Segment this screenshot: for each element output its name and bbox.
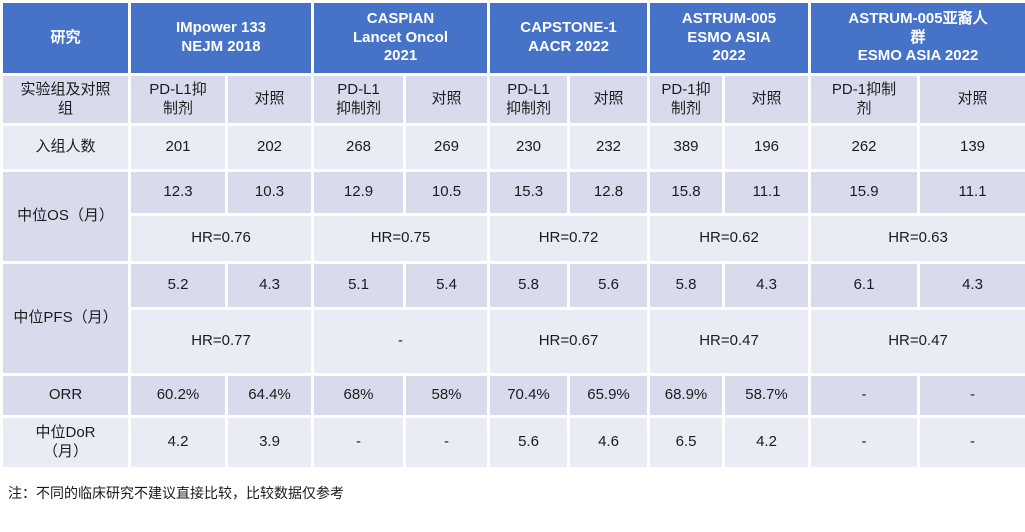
dor-value: - bbox=[808, 415, 921, 470]
arm-cell: PD-L1抑 制剂 bbox=[128, 73, 228, 126]
dor-value: 4.6 bbox=[566, 415, 651, 470]
pfs-hr-value: HR=0.67 bbox=[486, 307, 651, 376]
pfs-value: 5.6 bbox=[566, 261, 651, 310]
control-cell: 对照 bbox=[225, 73, 314, 126]
os-hr-value: HR=0.76 bbox=[128, 213, 314, 264]
dor-value: 6.5 bbox=[647, 415, 726, 470]
os-hr-value: HR=0.72 bbox=[486, 213, 651, 264]
pfs-hr-value: HR=0.47 bbox=[647, 307, 812, 376]
os-hr-value: HR=0.75 bbox=[311, 213, 490, 264]
pfs-value: 5.1 bbox=[311, 261, 406, 310]
os-value: 12.9 bbox=[311, 169, 406, 216]
dor-value: 5.6 bbox=[487, 415, 570, 470]
os-hr-row: HR=0.76 HR=0.75 HR=0.72 HR=0.62 HR=0.63 bbox=[2, 213, 1025, 264]
study-header-capstone1: CAPSTONE-1 AACR 2022 bbox=[486, 0, 651, 76]
enrollment-value: 389 bbox=[647, 123, 726, 172]
os-value: 10.3 bbox=[225, 169, 314, 216]
control-cell: 对照 bbox=[917, 73, 1025, 126]
orr-value: 68.9% bbox=[647, 373, 726, 418]
row-label-dor: 中位DoR （月） bbox=[0, 415, 131, 470]
pfs-value: 5.4 bbox=[403, 261, 490, 310]
enrollment-value: 268 bbox=[311, 123, 406, 172]
enrollment-value: 196 bbox=[722, 123, 812, 172]
pfs-value: 5.8 bbox=[487, 261, 570, 310]
row-label-orr: ORR bbox=[0, 373, 131, 418]
enrollment-value: 202 bbox=[225, 123, 314, 172]
pfs-values-row: 中位PFS（月） 5.2 4.3 5.1 5.4 5.8 5.6 5.8 4.3… bbox=[0, 261, 1025, 376]
os-value: 15.9 bbox=[808, 169, 921, 216]
footnote: 注：不同的临床研究不建议直接比较，比较数据仅参考 bbox=[8, 485, 344, 501]
pfs-value: 4.3 bbox=[722, 261, 812, 310]
row-label-pfs: 中位PFS（月） bbox=[0, 261, 131, 376]
dor-value: - bbox=[917, 415, 1025, 470]
os-hr-value: HR=0.62 bbox=[647, 213, 812, 264]
pfs-value: 6.1 bbox=[808, 261, 921, 310]
row-label-arms: 实验组及对照 组 bbox=[0, 73, 131, 126]
orr-value: 58.7% bbox=[722, 373, 812, 418]
enrollment-value: 230 bbox=[487, 123, 570, 172]
orr-value: 65.9% bbox=[566, 373, 651, 418]
arm-cell: PD-1抑 制剂 bbox=[647, 73, 726, 126]
pfs-hr-value: HR=0.77 bbox=[128, 307, 314, 376]
enrollment-value: 201 bbox=[128, 123, 228, 172]
pfs-value: 4.3 bbox=[225, 261, 314, 310]
enrollment-value: 139 bbox=[917, 123, 1025, 172]
arm-cell: PD-L1 抑制剂 bbox=[487, 73, 570, 126]
arm-cell: PD-L1 抑制剂 bbox=[311, 73, 406, 126]
orr-value: - bbox=[917, 373, 1025, 418]
os-value: 11.1 bbox=[917, 169, 1025, 216]
os-value: 15.3 bbox=[487, 169, 570, 216]
dor-value: 4.2 bbox=[128, 415, 228, 470]
study-comparison-table: 研究 IMpower 133 NEJM 2018 CASPIAN Lancet … bbox=[0, 0, 1025, 470]
enrollment-value: 232 bbox=[566, 123, 651, 172]
os-value: 12.8 bbox=[566, 169, 651, 216]
enrollment-value: 269 bbox=[403, 123, 490, 172]
control-cell: 对照 bbox=[403, 73, 490, 126]
enrollment-value: 262 bbox=[808, 123, 921, 172]
pfs-hr-row: HR=0.77 - HR=0.67 HR=0.47 HR=0.47 bbox=[2, 307, 1025, 376]
study-header-astrum005-asian: ASTRUM-005亚裔人 群 ESMO ASIA 2022 bbox=[808, 0, 1025, 76]
os-value: 12.3 bbox=[128, 169, 228, 216]
orr-value: - bbox=[808, 373, 921, 418]
orr-value: 64.4% bbox=[225, 373, 314, 418]
arm-cell: PD-1抑制 剂 bbox=[808, 73, 921, 126]
pfs-value: 4.3 bbox=[917, 261, 1025, 310]
dor-row: 中位DoR （月） 4.2 3.9 - - 5.6 4.6 6.5 4.2 - … bbox=[0, 415, 1025, 470]
table-header-row: 研究 IMpower 133 NEJM 2018 CASPIAN Lancet … bbox=[0, 0, 1025, 76]
orr-value: 68% bbox=[311, 373, 406, 418]
os-hr-value: HR=0.63 bbox=[808, 213, 1025, 264]
study-header-astrum005: ASTRUM-005 ESMO ASIA 2022 bbox=[647, 0, 812, 76]
pfs-value: 5.2 bbox=[128, 261, 228, 310]
dor-value: 3.9 bbox=[225, 415, 314, 470]
pfs-hr-value: - bbox=[311, 307, 490, 376]
row-label-os: 中位OS（月） bbox=[0, 169, 131, 264]
dor-value: - bbox=[311, 415, 406, 470]
study-header-caspian: CASPIAN Lancet Oncol 2021 bbox=[311, 0, 490, 76]
pfs-hr-value: HR=0.47 bbox=[808, 307, 1025, 376]
arms-row: 实验组及对照 组 PD-L1抑 制剂 对照 PD-L1 抑制剂 对照 PD-L1… bbox=[0, 73, 1025, 126]
dor-value: 4.2 bbox=[722, 415, 812, 470]
control-cell: 对照 bbox=[722, 73, 812, 126]
orr-value: 70.4% bbox=[487, 373, 570, 418]
os-value: 11.1 bbox=[722, 169, 812, 216]
os-values-row: 中位OS（月） 12.3 10.3 12.9 10.5 15.3 12.8 15… bbox=[0, 169, 1025, 264]
study-header-impower133: IMpower 133 NEJM 2018 bbox=[128, 0, 314, 76]
orr-row: ORR 60.2% 64.4% 68% 58% 70.4% 65.9% 68.9… bbox=[0, 373, 1025, 418]
os-value: 10.5 bbox=[403, 169, 490, 216]
os-value: 15.8 bbox=[647, 169, 726, 216]
pfs-value: 5.8 bbox=[647, 261, 726, 310]
row-label-enrollment: 入组人数 bbox=[0, 123, 131, 172]
dor-value: - bbox=[403, 415, 490, 470]
enrollment-row: 入组人数 201 202 268 269 230 232 389 196 262… bbox=[0, 123, 1025, 172]
control-cell: 对照 bbox=[566, 73, 651, 126]
orr-value: 60.2% bbox=[128, 373, 228, 418]
corner-header: 研究 bbox=[0, 0, 131, 76]
orr-value: 58% bbox=[403, 373, 490, 418]
